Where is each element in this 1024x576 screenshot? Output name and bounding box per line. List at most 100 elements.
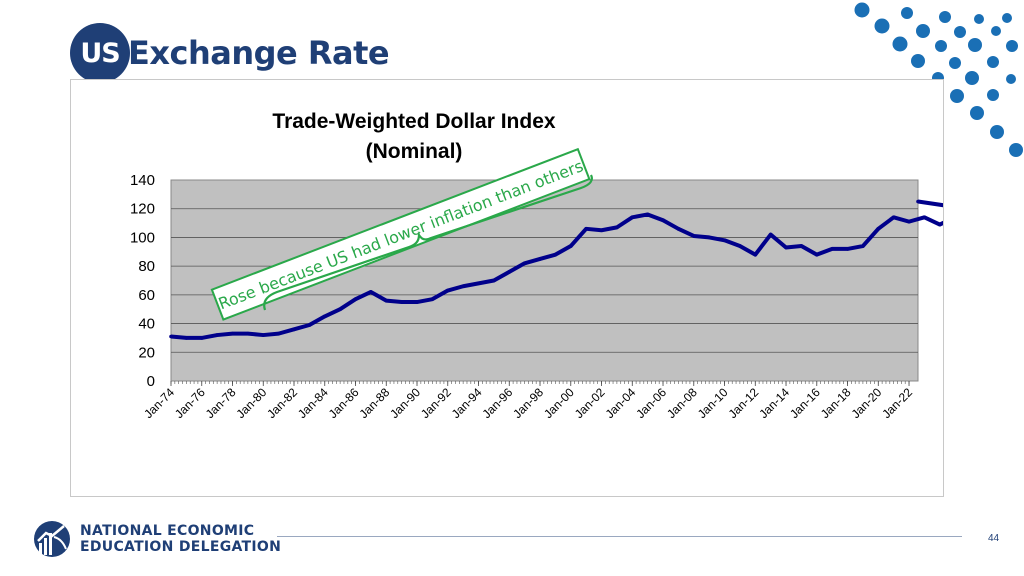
y-tick-label: 40 [138, 316, 155, 333]
decor-dot [1006, 74, 1016, 84]
x-tick-label: Jan-74 [141, 385, 177, 421]
data-point [845, 247, 850, 251]
data-point [261, 333, 266, 337]
x-tick-label: Jan-08 [664, 385, 700, 421]
decor-dot [987, 89, 999, 101]
data-point [184, 336, 189, 340]
x-tick-label: Jan-00 [541, 385, 577, 421]
decor-dot [854, 2, 870, 18]
data-point [461, 284, 465, 289]
annotation-box [210, 147, 591, 321]
data-point [553, 252, 558, 257]
data-point [584, 227, 588, 231]
data-point [322, 314, 327, 319]
decor-dot [990, 125, 1004, 139]
data-point [876, 227, 881, 231]
decor-dot [968, 38, 982, 52]
x-tick-label: Jan-10 [695, 385, 731, 421]
decor-dot [1002, 13, 1012, 23]
y-tick-label: 120 [130, 201, 155, 218]
x-tick-label: Jan-18 [818, 385, 854, 421]
data-point [276, 331, 281, 336]
data-point [538, 257, 542, 261]
footer-divider [277, 536, 962, 537]
data-point [630, 215, 635, 220]
decor-dot [949, 57, 961, 69]
data-point [399, 300, 404, 304]
data-point [307, 323, 312, 327]
decor-dot [874, 18, 890, 34]
data-point [476, 281, 481, 286]
data-point [722, 238, 727, 243]
data-point [492, 278, 496, 283]
decor-dot [892, 36, 908, 52]
x-tick-label: Jan-86 [326, 385, 362, 421]
x-tick-label: Jan-84 [295, 385, 331, 421]
decor-dot [916, 24, 930, 38]
data-point [445, 288, 450, 293]
y-tick-label: 80 [138, 258, 155, 275]
title-badge: US [70, 23, 130, 83]
data-point [830, 247, 834, 251]
x-tick-label: Jan-90 [387, 385, 423, 421]
x-tick-label: Jan-88 [357, 385, 393, 421]
slide-title: US Exchange Rate [70, 22, 390, 84]
decor-dot [950, 89, 964, 103]
decor-dot [901, 7, 913, 19]
title-text: Exchange Rate [128, 34, 390, 72]
annotation-bracket [263, 174, 593, 311]
decor-dot [954, 26, 966, 38]
data-point [916, 199, 920, 204]
decor-dot [991, 26, 1001, 36]
y-tick-label: 100 [130, 229, 155, 246]
logo-line-1: NATIONAL ECONOMIC [80, 523, 255, 539]
x-tick-label: Jan-14 [756, 385, 792, 421]
decor-dot [1006, 40, 1018, 52]
x-tick-label: Jan-04 [603, 385, 639, 421]
data-point [246, 331, 250, 336]
data-point [861, 244, 865, 248]
data-point [507, 270, 512, 274]
data-point [676, 227, 681, 231]
x-tick-label: Jan-94 [449, 385, 485, 421]
x-tick-label: Jan-82 [264, 385, 300, 421]
data-point [691, 234, 696, 238]
decor-dot [987, 56, 999, 68]
data-point [353, 297, 358, 301]
chart-title: Trade-Weighted Dollar Index [272, 110, 555, 133]
logo: NATIONAL ECONOMIC EDUCATION DELEGATION [32, 519, 281, 559]
decor-dot [1009, 143, 1023, 157]
data-point [661, 218, 665, 222]
chart-frame: 0 20 40 60 80 100 120 140 Jan-74 Jan-76 Jan-78 Jan-… [70, 79, 944, 497]
chart-subtitle: (Nominal) [366, 140, 463, 163]
y-tick-label: 60 [138, 287, 155, 304]
data-point [415, 300, 419, 304]
x-tick-label: Jan-06 [633, 385, 669, 421]
data-point [707, 235, 711, 240]
x-tick-label: Jan-80 [234, 385, 270, 421]
x-tick-label: Jan-22 [879, 385, 915, 421]
data-point [384, 298, 389, 303]
data-point [814, 252, 819, 257]
x-tick-label: Jan-12 [726, 385, 762, 421]
x-tick-label: Jan-20 [849, 385, 885, 421]
data-point [784, 245, 788, 250]
decorative-dots [854, 2, 1023, 157]
page-number: 44 [988, 533, 1000, 544]
data-point [922, 215, 927, 220]
data-point [292, 327, 296, 332]
y-tick-label: 140 [130, 172, 155, 189]
logo-line-2: EDUCATION DELEGATION [80, 539, 282, 555]
line-chart: 020406080100120140Jan-74Jan-76Jan-78Jan-… [130, 110, 943, 421]
data-point [768, 232, 773, 237]
data-point [369, 290, 373, 294]
y-tick-label: 20 [138, 344, 155, 361]
data-point [645, 212, 650, 217]
x-tick-label: Jan-78 [203, 385, 239, 421]
data-point [799, 244, 804, 248]
data-point [907, 219, 911, 224]
data-point [937, 222, 942, 227]
x-tick-label: Jan-98 [510, 385, 546, 421]
data-point [215, 333, 219, 337]
decor-dot [939, 11, 951, 23]
